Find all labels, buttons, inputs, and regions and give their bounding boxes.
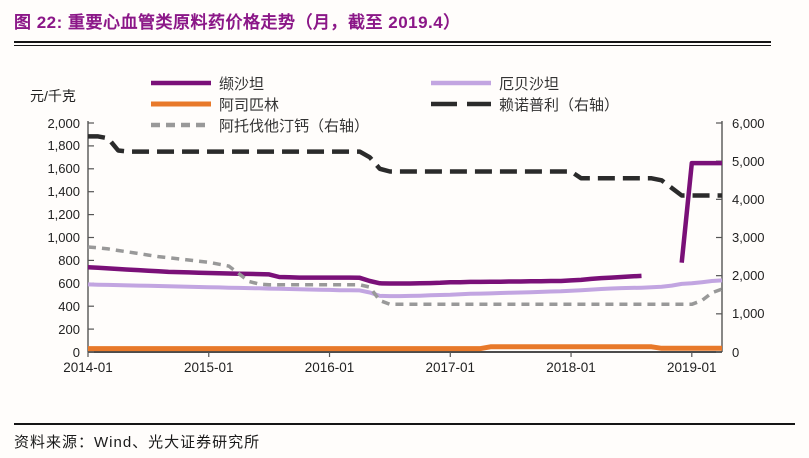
left-axis-tick-label: 1,600 [47,161,80,177]
legend-label-atorvastatin: 阿托伐他汀钙（右轴） [219,117,370,135]
legend-marker-aspirin [151,101,211,107]
legend-label-valsartan: 缬沙坦 [219,75,265,93]
x-axis-tick-label: 2018-01 [546,360,596,375]
right-axis-tick-label: 2,000 [732,268,765,284]
left-axis-tick-label: 800 [58,252,80,268]
right-axis-tick-label: 4,000 [732,191,765,207]
left-axis-tick-label: 1,800 [47,138,80,154]
legend-marker-lisinopril [431,101,491,107]
legend-marker-irbesartan [431,80,491,86]
x-axis-tick-label: 2019-01 [667,360,717,375]
legend-label-aspirin: 阿司匹林 [219,96,280,114]
series-line-lisinopril [88,134,722,198]
left-axis-tick-label: 1,200 [47,207,80,223]
legend-item-aspirin: 阿司匹林 [150,95,280,114]
legend-item-atorvastatin: 阿托伐他汀钙（右轴） [150,116,370,135]
left-axis-tick-label: 1,000 [47,230,80,245]
legend-item-irbesartan: 厄贝沙坦 [430,74,560,93]
x-axis-tick-label: 2015-01 [184,360,234,375]
left-axis-tick-label: 400 [58,298,80,314]
series-line-aspirin [88,344,722,352]
legend-marker-atorvastatin [151,122,211,128]
legend-label-irbesartan: 厄贝沙坦 [499,75,560,93]
title-divider [14,41,771,46]
left-axis-tick-label: 1,400 [47,184,80,200]
left-axis-tick-label: 200 [58,321,80,337]
left-axis-unit-label: 元/千克 [30,88,76,104]
legend-marker-valsartan [151,80,211,86]
series-line-valsartan [679,160,722,263]
x-axis-tick-label: 2014-01 [63,360,113,375]
footer-divider [14,423,795,425]
right-axis-tick-label: 6,000 [732,115,765,131]
series-line-irbesartan [87,278,723,299]
legend-label-lisinopril: 赖诺普利（右轴） [499,96,620,114]
left-axis-tick-label: 0 [72,344,80,360]
figure-title: 图 22: 重要心血管类原料药价格走势（月，截至 2019.4） [14,13,461,32]
series-line-valsartan [87,265,642,286]
left-axis-tick-label: 600 [58,275,80,291]
x-axis-tick-label: 2016-01 [304,360,355,375]
right-axis-tick-label: 3,000 [732,230,765,245]
right-axis-tick-label: 1,000 [732,306,765,322]
x-axis-tick-label: 2017-01 [425,360,476,375]
right-axis-tick-label: 5,000 [732,153,765,169]
legend-item-valsartan: 缬沙坦 [150,74,265,93]
left-axis-tick-label: 2,000 [47,115,80,131]
legend-item-lisinopril: 赖诺普利（右轴） [430,95,620,114]
source-text: 资料来源：Wind、光大证券研究所 [14,434,261,451]
right-axis-tick-label: 0 [732,344,740,360]
